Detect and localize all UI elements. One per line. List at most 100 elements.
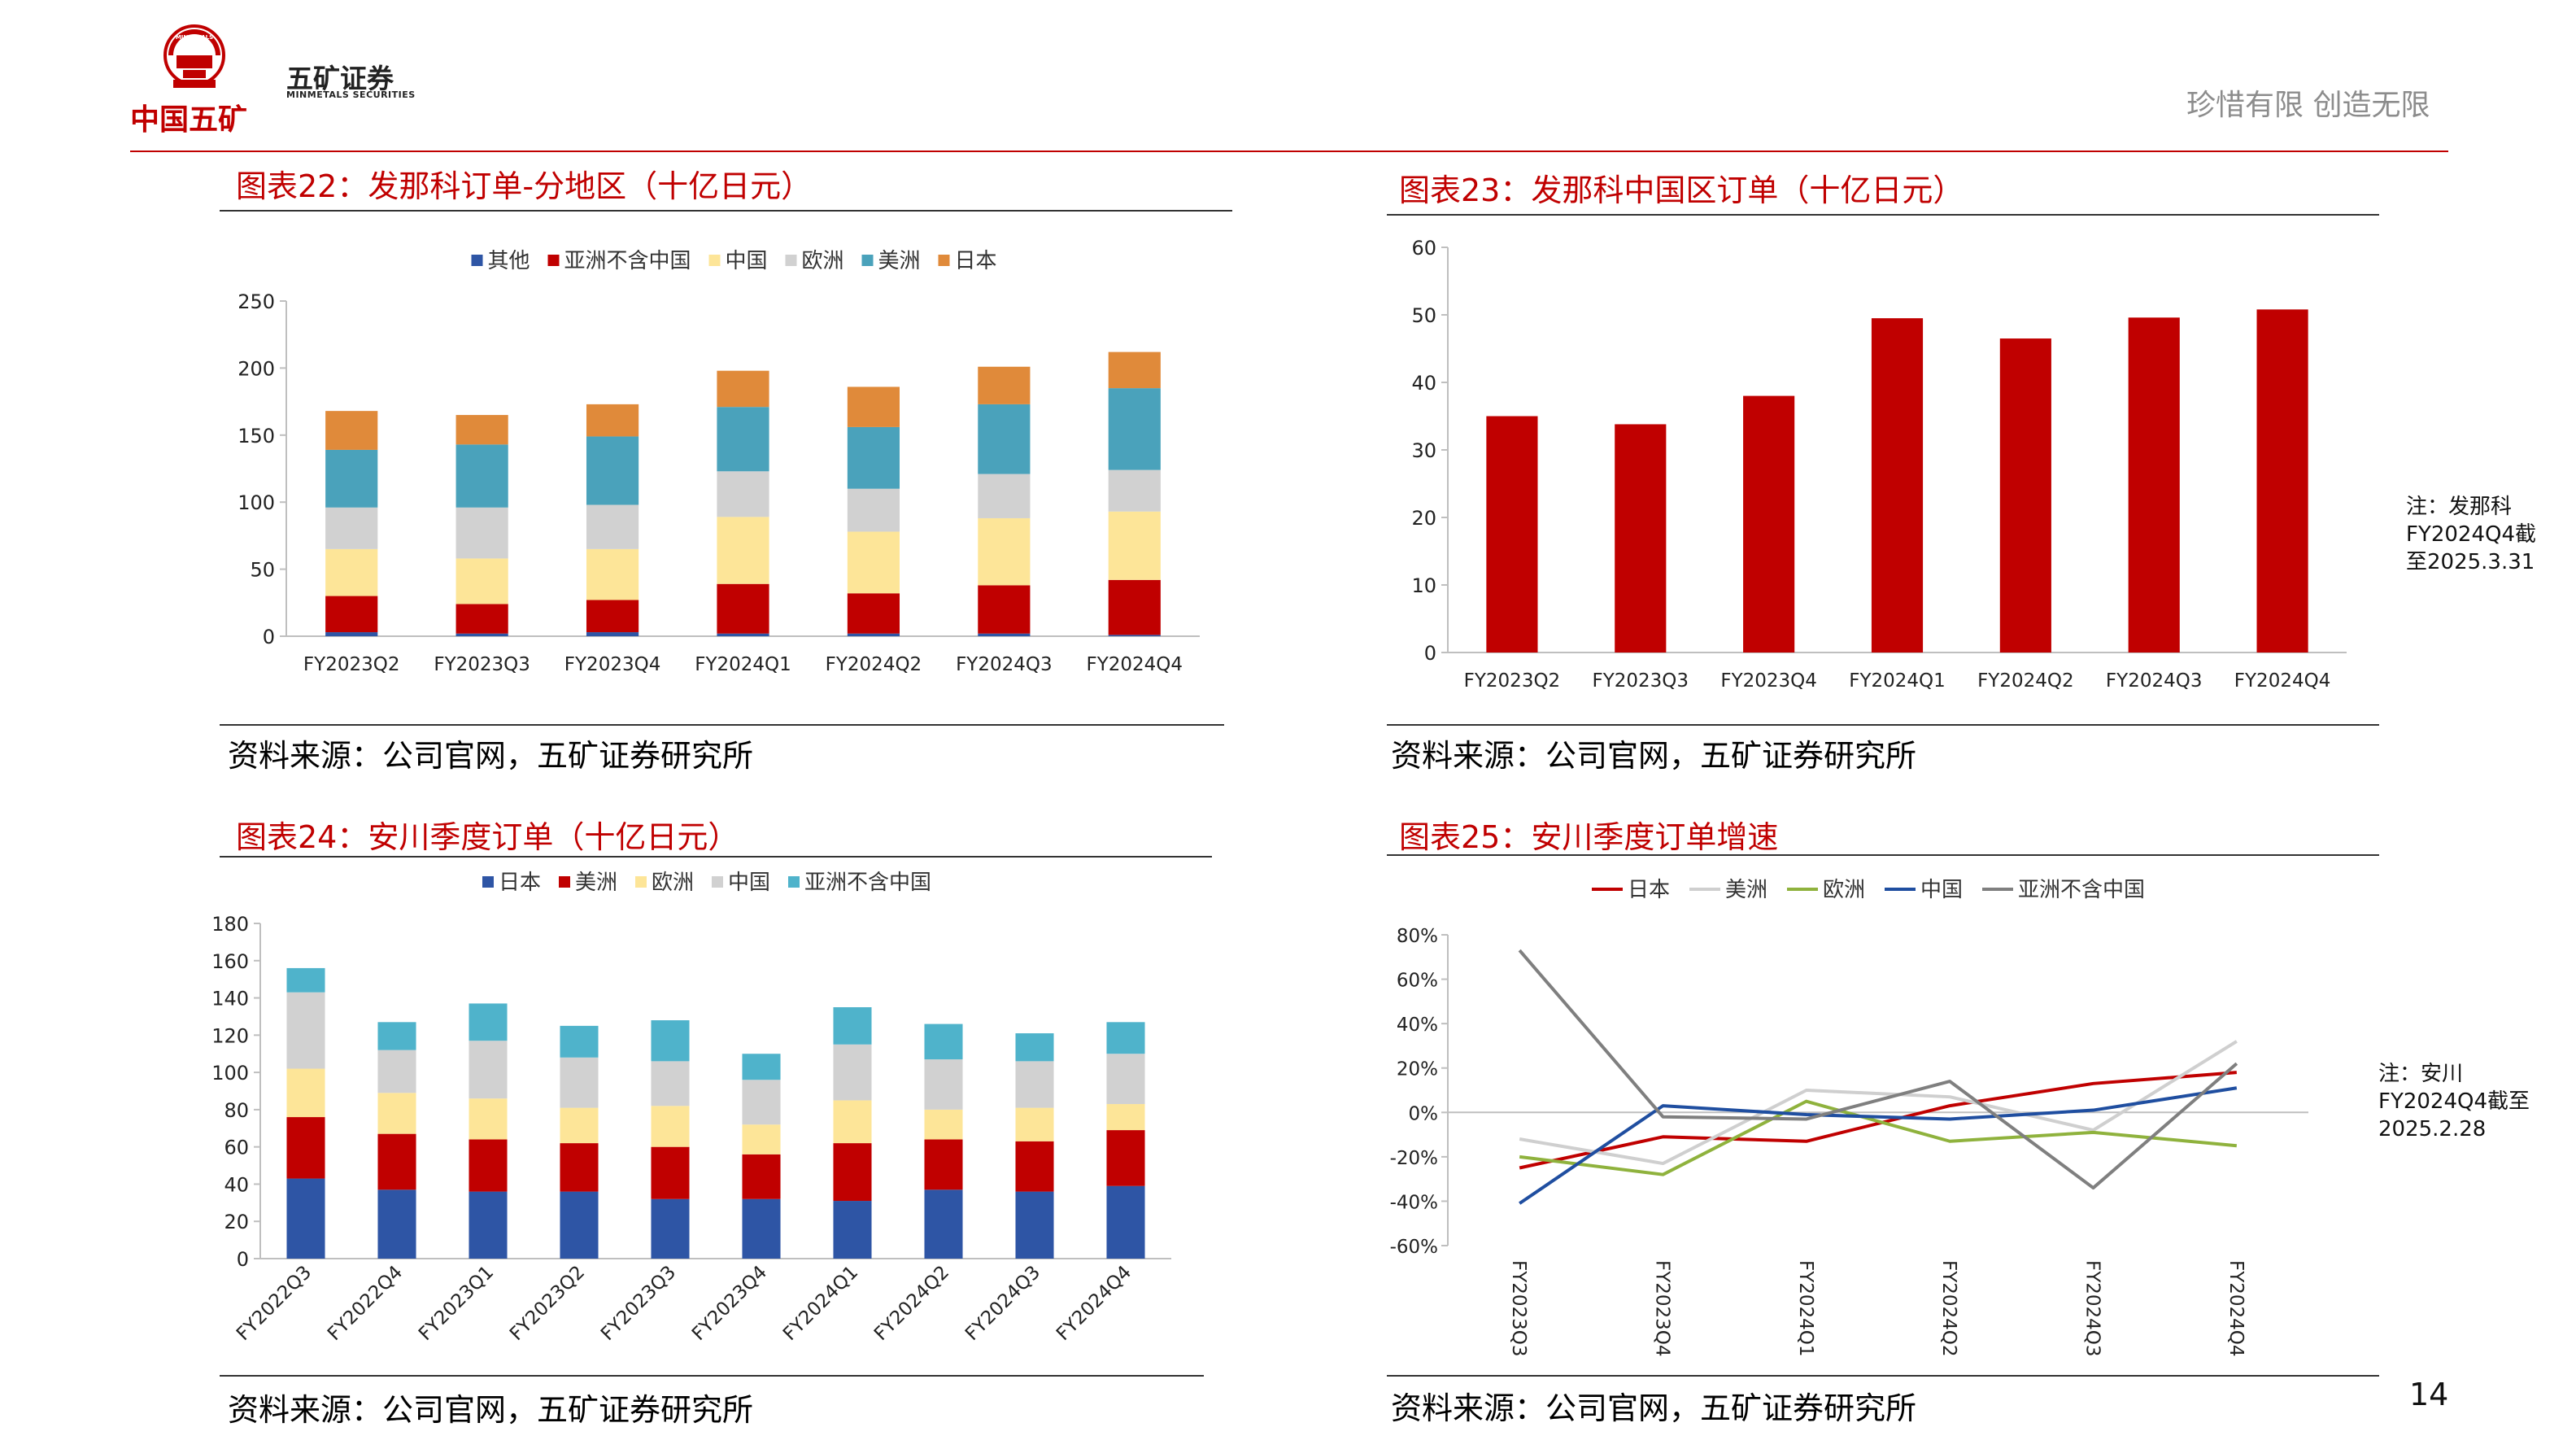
fig24-bar — [1106, 1185, 1145, 1259]
fig22-bar — [717, 471, 769, 517]
fig24-bar — [1106, 1104, 1145, 1131]
fig25-note: 注：安川 FY2024Q4截至 2025.2.28 — [2378, 1060, 2530, 1143]
fig22-x-tick-label: FY2023Q2 — [303, 654, 400, 675]
fig23-bar — [1999, 338, 2051, 652]
fig23-x-tick-label: FY2024Q2 — [1977, 670, 2074, 692]
fig22-y-tick-label: 150 — [238, 425, 275, 447]
fig22-bar — [717, 583, 769, 634]
fig24-bar — [833, 1143, 872, 1202]
fig22-legend-label: 日本 — [955, 249, 997, 273]
fig22-source: 资料来源：公司官网，五矿证券研究所 — [228, 738, 754, 774]
fig23-x-tick-label: FY2023Q4 — [1720, 670, 1817, 692]
fig25-y-tick-label: 20% — [1397, 1059, 1438, 1080]
fig22-y-tick-label: 100 — [238, 491, 275, 514]
fig24-bar — [286, 967, 325, 993]
fig24-y-tick-label: 100 — [211, 1062, 249, 1085]
fig24-bar — [742, 1080, 781, 1125]
fig22-bar — [978, 633, 1031, 636]
fig22-title: 图表22：发那科订单-分地区（十亿日元） — [236, 168, 813, 204]
brand-name-en: MINMETALS SECURITIES — [286, 89, 416, 100]
fig25-y-tick-label: 40% — [1397, 1015, 1438, 1036]
fig24-bar — [833, 1100, 872, 1144]
fig24-legend-label: 欧洲 — [652, 871, 694, 895]
fig22-bar — [847, 386, 900, 427]
fig24-bar — [651, 1106, 690, 1147]
fig22-bar — [325, 411, 378, 450]
fig24-bar — [833, 1201, 872, 1259]
fig22-bar — [978, 517, 1031, 586]
fig24-y-tick-label: 60 — [224, 1137, 249, 1159]
fig23-y-tick-label: 50 — [1411, 304, 1436, 327]
fig24-bar — [651, 1198, 690, 1259]
fig25-title: 图表25：安川季度订单增速 — [1399, 819, 1779, 855]
fig22-bar — [455, 415, 508, 445]
fig24-bar — [1015, 1191, 1054, 1259]
fig22-bar — [717, 370, 769, 408]
fig22-bar — [455, 558, 508, 604]
fig24-x-tick-label: FY2024Q4 — [1053, 1262, 1135, 1345]
fig22-source-rule — [220, 724, 1224, 726]
fig24-bar — [377, 1050, 416, 1093]
fig22-x-tick-label: FY2024Q3 — [956, 654, 1053, 675]
fig24-legend-swatch — [635, 876, 647, 888]
fig25-legend-label: 中国 — [1920, 878, 1963, 902]
fig22-bar — [847, 488, 900, 532]
fig22-bar — [717, 407, 769, 472]
fig24-bar — [469, 1041, 508, 1099]
fig22-bar — [1108, 635, 1161, 636]
fig23-bar — [2256, 309, 2308, 652]
page-number: 14 — [2409, 1377, 2449, 1412]
fig25-x-tick-label: FY2024Q2 — [1938, 1260, 1959, 1357]
fig22-bar — [978, 366, 1031, 404]
fig22-bar — [455, 604, 508, 634]
fig22-bar — [586, 632, 639, 636]
fig22-bar — [847, 633, 900, 636]
fig22-x-tick-label: FY2024Q1 — [695, 654, 791, 675]
fig24-y-tick-label: 120 — [211, 1024, 249, 1047]
fig23-title: 图表23：发那科中国区订单（十亿日元） — [1399, 172, 1964, 208]
fig25-legend-label: 亚洲不含中国 — [2018, 878, 2145, 902]
fig24-bar — [651, 1146, 690, 1199]
fig24-bar — [286, 1117, 325, 1179]
fig24-bar — [1106, 1130, 1145, 1186]
fig24-legend-label: 中国 — [728, 871, 770, 895]
fig22-bar — [847, 426, 900, 489]
fig24-bar — [1106, 1054, 1145, 1105]
fig22-y-tick-label: 250 — [238, 290, 275, 313]
fig24-bar — [924, 1109, 963, 1140]
fig24-bar — [924, 1189, 963, 1259]
fig23-x-tick-label: FY2024Q1 — [1849, 670, 1946, 692]
fig22-bar — [978, 585, 1031, 634]
fig24-legend-swatch — [482, 876, 494, 888]
fig25-source: 资料来源：公司官网，五矿证券研究所 — [1391, 1390, 1917, 1426]
fig23-bar — [1871, 318, 1924, 652]
fig22-legend-label: 美洲 — [878, 249, 921, 273]
fig23-bar — [1743, 395, 1795, 652]
fig23-note-line: 至2025.3.31 — [2406, 550, 2535, 574]
fig22-y-tick-label: 200 — [238, 357, 275, 380]
fig23-note-line: 注：发那科 — [2406, 495, 2513, 519]
fig23-bar — [1615, 424, 1667, 652]
fig24-x-tick-label: FY2022Q3 — [233, 1262, 316, 1345]
fig25-y-tick-label: 80% — [1397, 926, 1438, 947]
fig25-series-line — [1519, 1071, 2237, 1170]
fig22-legend-swatch — [938, 255, 950, 266]
fig23-y-tick-label: 30 — [1411, 439, 1436, 462]
fig25-x-tick-label: FY2023Q3 — [1508, 1260, 1529, 1357]
fig22-bar — [586, 504, 639, 549]
fig25-x-tick-label: FY2023Q4 — [1652, 1260, 1673, 1357]
fig24-bar — [924, 1023, 963, 1060]
fig24-bar — [560, 1107, 599, 1144]
fig25-y-tick-label: 0% — [1409, 1103, 1439, 1124]
fig24-title: 图表24：安川季度订单（十亿日元） — [236, 819, 739, 855]
fig22-bar — [586, 404, 639, 437]
fig22-chart: 0 50 100 150 200 250 FY2023Q2 FY2023Q3 FY2023Q4 F… — [238, 249, 1200, 675]
fig25-source-rule — [1387, 1375, 2379, 1377]
fig24-bar — [469, 1098, 508, 1140]
fig25-series-line — [1519, 1086, 2238, 1205]
fig25-note-line: 2025.2.28 — [2378, 1117, 2487, 1141]
fig24-bar — [286, 1178, 325, 1259]
svg-text:MINMETALS: MINMETALS — [176, 34, 213, 41]
fig22-bar — [847, 531, 900, 594]
fig25-y-tick-label: 60% — [1397, 971, 1438, 992]
